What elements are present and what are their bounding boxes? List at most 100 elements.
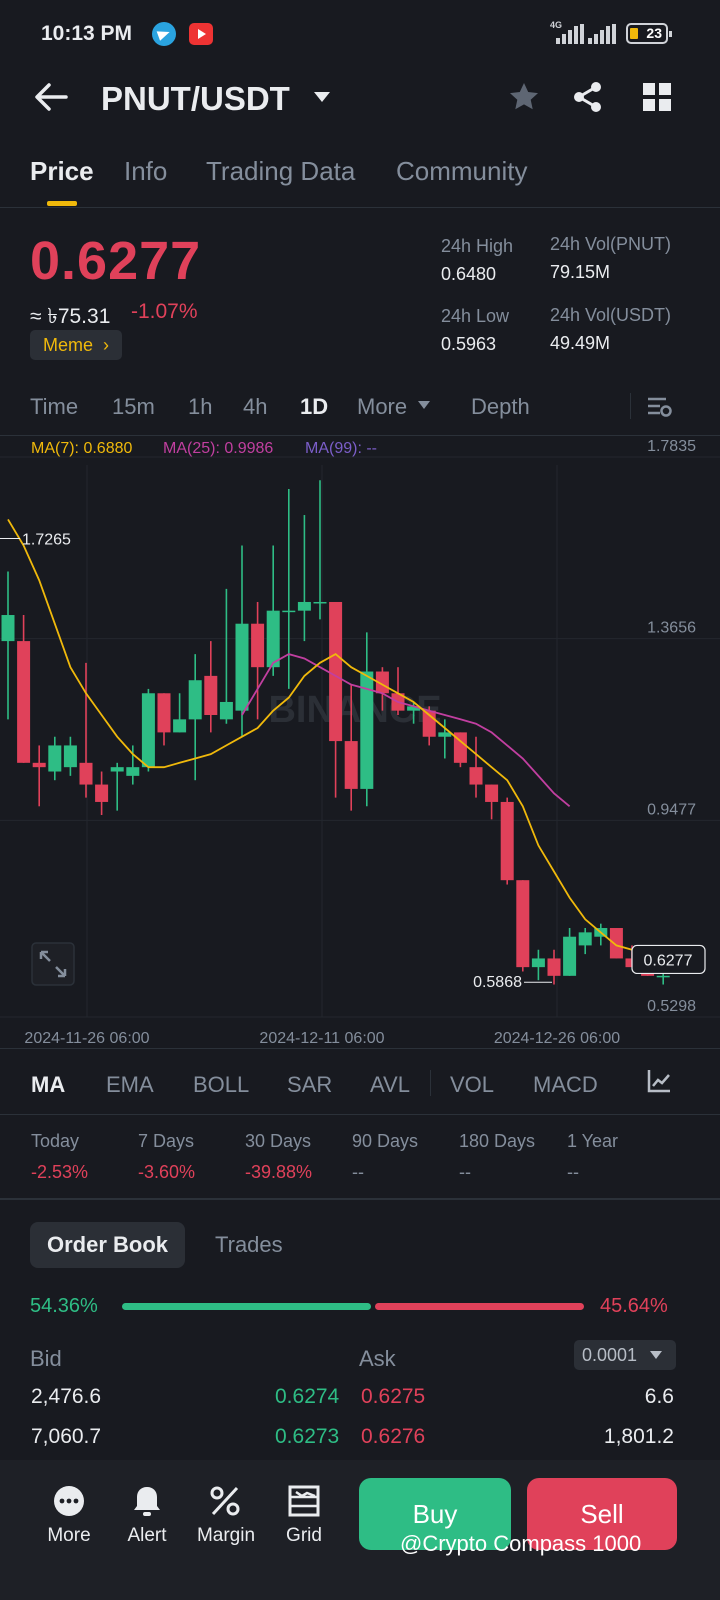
margin-icon[interactable] [207,1484,243,1518]
candle-body [547,958,561,976]
ma7-legend: MA(7): 0.6880 [31,440,133,457]
candlestick-chart[interactable]: BINANCE 1.78351.36560.94770.52982024-11-… [0,436,720,1056]
divider [430,1070,431,1096]
ma99-legend: MA(99): -- [305,440,377,457]
pair-title[interactable]: PNUT/USDT [101,80,290,117]
ma7-line [7,518,664,960]
candle-body [219,701,233,720]
candle-body [297,601,311,611]
indicator-settings-icon[interactable] [646,1068,672,1094]
ask-qty: 6.6 [644,1385,674,1408]
low-value: 0.5963 [441,334,497,354]
interval-1d[interactable]: 1D [300,394,329,419]
ask-qty: 1,801.2 [603,1425,674,1448]
interval-depth[interactable]: Depth [471,394,530,419]
network-type: 4G [550,20,563,30]
candle-body [360,671,374,789]
grid-menu-icon[interactable] [640,80,674,114]
status-time: 10:13 PM [41,22,133,45]
interval-time[interactable]: Time [30,394,79,419]
perf-label-today: Today [31,1131,80,1151]
grid-trading-icon[interactable] [286,1484,322,1518]
candle-body [485,784,499,802]
more-icon[interactable] [51,1484,87,1518]
bid-price[interactable]: 0.6273 [275,1425,340,1448]
fiat-price: ≈ ৳75.31 [30,305,111,328]
candle-body [329,601,343,742]
tab-trading-data[interactable]: Trading Data [206,156,356,186]
perf-value-180d: -- [459,1162,471,1182]
pair-dropdown-icon[interactable] [314,92,330,102]
more-label[interactable]: More [47,1525,91,1546]
category-tag-label: Meme [43,335,94,355]
x-tick-label: 2024-12-26 06:00 [494,1030,620,1047]
indicator-ema[interactable]: EMA [106,1072,154,1097]
candle-body [141,693,155,768]
bell-icon[interactable] [129,1484,165,1518]
tab-info[interactable]: Info [124,156,168,186]
category-tag[interactable]: Meme › [30,330,123,360]
candle-body [609,928,623,959]
interval-more[interactable]: More [357,394,408,419]
fullscreen-icon[interactable] [31,942,75,986]
bid-column-label: Bid [30,1346,62,1371]
candle-body [578,932,592,946]
tab-trades[interactable]: Trades [215,1232,283,1257]
active-tab-indicator [47,201,77,206]
candle-body [204,675,218,716]
perf-label-180d: 180 Days [459,1131,536,1151]
ask-price[interactable]: 0.6276 [361,1425,426,1448]
ma-lines [7,518,664,960]
margin-label[interactable]: Margin [196,1525,256,1546]
perf-value-30d: -39.88% [245,1162,313,1182]
precision-select[interactable]: 0.0001 [574,1340,676,1370]
watermark-text: @Crypto Compass 1000 [400,1531,642,1556]
perf-value-today: -2.53% [31,1162,89,1182]
candle-body [266,610,280,668]
bid-ratio-bar [122,1303,371,1310]
sell-button[interactable]: Sell [527,1478,677,1550]
vol-quote-label: 24h Vol(USDT) [550,305,672,325]
candle-body [17,641,31,763]
back-arrow-icon[interactable] [34,82,68,112]
chart-settings-icon[interactable] [646,394,672,420]
share-icon[interactable] [571,80,605,114]
indicator-sar[interactable]: SAR [287,1072,333,1097]
divider [0,207,720,208]
signal-icon [556,22,584,44]
perf-label-1y: 1 Year [567,1131,619,1151]
ask-ratio: 45.64% [600,1295,668,1317]
high-value: 0.6480 [441,264,497,284]
tab-order-book[interactable]: Order Book [30,1222,186,1268]
tab-community[interactable]: Community [396,156,528,186]
buy-button[interactable]: Buy [359,1478,511,1550]
grid-label[interactable]: Grid [286,1525,322,1546]
bid-price[interactable]: 0.6274 [275,1385,340,1408]
indicator-ma[interactable]: MA [31,1072,66,1097]
candle-body [438,732,452,737]
candle-body [95,784,109,802]
divider [0,1114,720,1115]
ask-ratio-bar [375,1303,584,1310]
indicator-macd[interactable]: MACD [533,1072,598,1097]
chart-labels: 1.7835 1.3656 0.9477 0.5298 2024-11-26 06:00… [0,438,706,1047]
candle-body [251,623,265,668]
candle-body [516,880,530,968]
indicator-vol[interactable]: VOL [450,1072,495,1097]
interval-4h[interactable]: 4h [243,394,268,419]
bid-ratio: 54.36% [30,1295,98,1317]
tab-price[interactable]: Price [30,156,94,186]
candle-body [469,767,483,785]
candle-body [32,762,46,768]
favorite-star-icon[interactable] [507,80,541,114]
interval-15m[interactable]: 15m [112,394,155,419]
candle-body [282,610,296,613]
alert-label[interactable]: Alert [127,1525,167,1546]
more-caret-icon[interactable] [418,401,430,409]
ask-price[interactable]: 0.6275 [361,1385,426,1408]
divider [0,1198,720,1200]
candle-body [48,745,62,772]
interval-1h[interactable]: 1h [188,394,213,419]
indicator-avl[interactable]: AVL [370,1072,410,1097]
indicator-boll[interactable]: BOLL [193,1072,250,1097]
